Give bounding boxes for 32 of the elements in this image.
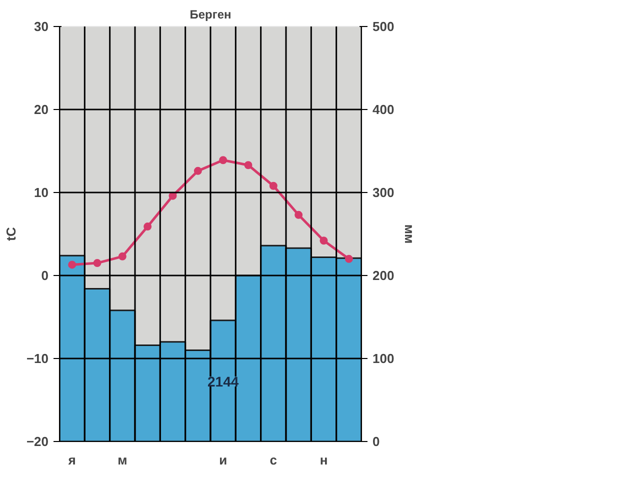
point — [294, 210, 303, 219]
annotation: 2144 — [208, 374, 239, 390]
y-tick-label: −20 — [26, 434, 49, 449]
point — [219, 156, 228, 164]
y-tick-label: 10 — [34, 185, 49, 200]
y2-tick-label: 400 — [372, 102, 394, 117]
x-tick-label: с — [270, 452, 278, 468]
x-tick-label: н — [320, 452, 328, 468]
y2-tick-label: 100 — [372, 351, 394, 366]
y2-tick-label: 200 — [372, 268, 394, 283]
point — [144, 222, 152, 231]
x-tick-label: я — [68, 452, 76, 468]
point — [320, 236, 328, 245]
y2-axis-title: мм — [402, 224, 418, 244]
y-tick-label: −10 — [26, 351, 49, 366]
y-tick-label: 20 — [34, 102, 49, 117]
y-tick-label: 0 — [41, 268, 49, 283]
point — [93, 259, 102, 268]
y-axis-title: tC — [3, 226, 18, 241]
point — [344, 254, 353, 263]
point — [194, 166, 202, 175]
x-tick-label: м — [118, 452, 128, 468]
point — [244, 161, 252, 170]
point — [269, 182, 278, 190]
y-tick-label: 30 — [34, 19, 49, 34]
x-tick-label: и — [219, 452, 228, 468]
y2-tick-label: 300 — [372, 185, 394, 200]
y2-tick-label: 0 — [372, 434, 380, 449]
point — [68, 260, 76, 269]
y2-tick-label: 500 — [372, 19, 394, 34]
point — [118, 252, 126, 260]
chart-title: Берген — [190, 8, 232, 22]
